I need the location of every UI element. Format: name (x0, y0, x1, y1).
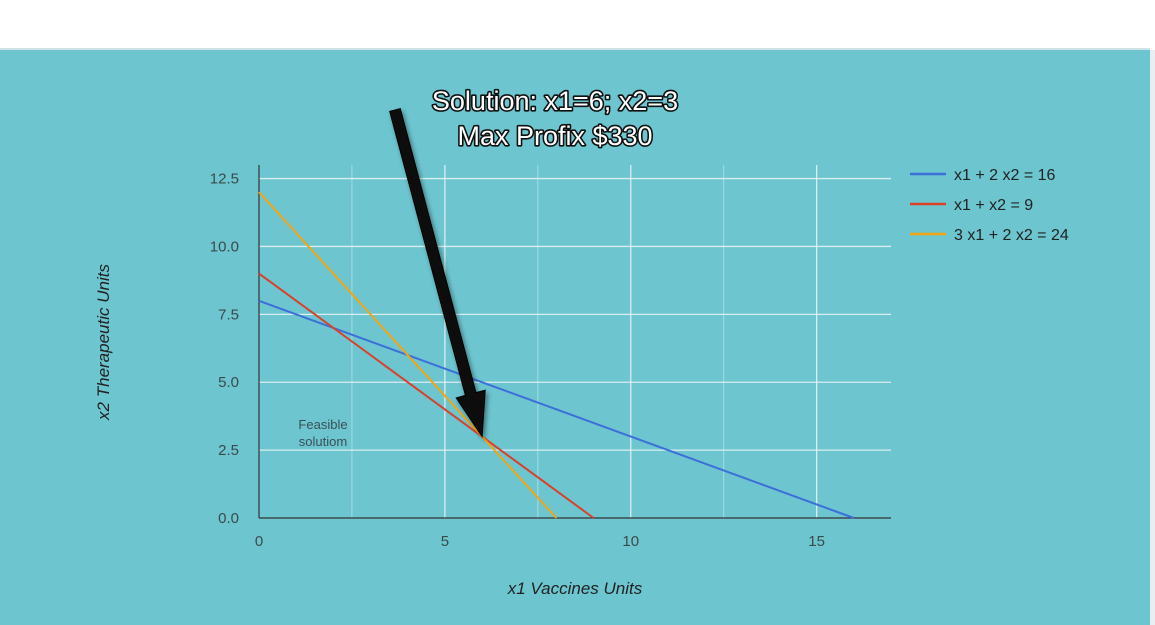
chart-panel (0, 50, 1150, 625)
callout-line1: Solution: x1=6; x2=3 (432, 86, 678, 116)
panel-top-border (0, 48, 1150, 50)
x-tick-label: 10 (622, 533, 639, 550)
series-line (258, 272, 595, 519)
x-tick-label: 0 (255, 533, 263, 550)
series-line (258, 191, 558, 519)
x-tick-label: 5 (441, 533, 449, 550)
legend-label: 3 x1 + 2 x2 = 24 (954, 227, 1069, 244)
feasible-annotation-line2: solutiom (299, 434, 347, 449)
axes (258, 165, 891, 519)
legend-label: x1 + x2 = 9 (954, 197, 1033, 214)
gridlines (259, 165, 891, 518)
panel-right-edge (1150, 50, 1155, 625)
series-lines (258, 191, 855, 519)
y-tick-label: 5.0 (218, 374, 239, 391)
legend: x1 + 2 x2 = 16 x1 + x2 = 9 3 x1 + 2 x2 = 2… (910, 167, 1069, 244)
feasible-annotation: Feasible solutiom (298, 417, 347, 449)
y-tick-label: 7.5 (218, 306, 239, 323)
y-tick-label: 10.0 (210, 238, 239, 255)
x-tick-label: 15 (808, 533, 825, 550)
tick-labels: 0 5 10 15 0.0 2.5 5.0 7.5 10.0 12.5 (210, 171, 825, 550)
y-tick-label: 12.5 (210, 171, 239, 188)
legend-label: x1 + 2 x2 = 16 (954, 167, 1056, 184)
callout-line2: Max Profix $330 (457, 121, 652, 151)
arrow-icon (389, 107, 486, 438)
solution-callout: Solution: x1=6; x2=3 Max Profix $330 (389, 84, 680, 438)
y-tick-label: 2.5 (218, 442, 239, 459)
series-line (258, 299, 855, 519)
x-axis-title: x1 Vaccines Units (507, 579, 643, 598)
y-axis-title: x2 Therapeutic Units (94, 264, 113, 421)
y-tick-label: 0.0 (218, 510, 239, 527)
feasible-annotation-line1: Feasible (298, 417, 347, 432)
